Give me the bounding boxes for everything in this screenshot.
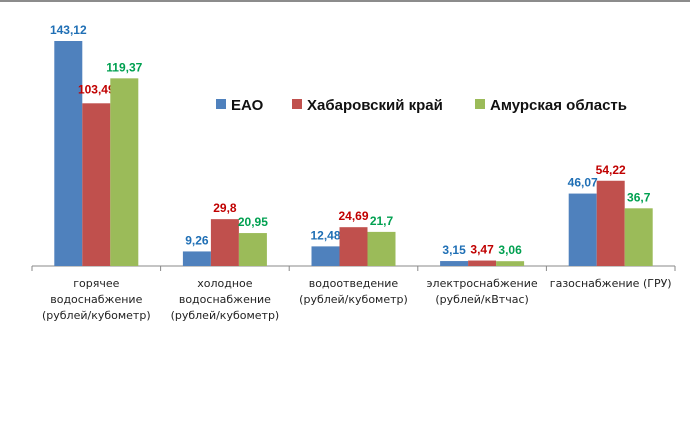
- data-label: 20,95: [238, 215, 268, 229]
- data-label: 46,07: [568, 176, 598, 190]
- category-label: (рублей/кубометр): [299, 293, 408, 306]
- data-label: 9,26: [185, 233, 209, 247]
- bar-1: [568, 193, 597, 266]
- category-label: (рублей/кубометр): [171, 309, 280, 322]
- bar-3: [110, 78, 139, 266]
- legend-label: Амурская область: [490, 97, 627, 114]
- bar-2: [210, 219, 239, 266]
- data-label: 36,7: [627, 190, 651, 204]
- category-label: газоснабжение (ГРУ): [550, 277, 672, 290]
- legend-swatch: [216, 99, 226, 109]
- category-label: горячее: [73, 277, 119, 290]
- bar-3: [367, 231, 396, 266]
- bar-2: [339, 227, 368, 266]
- top-border: [0, 0, 690, 2]
- category-label: (рублей/кВтчас): [435, 293, 528, 306]
- category-label: (рублей/кубометр): [42, 309, 151, 322]
- data-label: 3,15: [442, 243, 466, 257]
- legend-label: ЕАО: [231, 97, 264, 114]
- bar-3: [238, 233, 267, 266]
- data-label: 54,22: [596, 163, 626, 177]
- data-label: 21,7: [370, 214, 394, 228]
- bar-1: [54, 41, 83, 266]
- data-label: 103,49: [78, 82, 115, 96]
- data-label: 12,48: [310, 228, 340, 242]
- data-label: 119,37: [106, 60, 142, 74]
- category-label: водоснабжение: [50, 293, 142, 306]
- category-label: холодное: [197, 277, 253, 290]
- data-label: 24,69: [338, 209, 368, 223]
- data-label: 143,12: [50, 23, 87, 37]
- bar-1: [440, 261, 469, 266]
- bar-2: [468, 260, 497, 266]
- data-label: 3,06: [498, 243, 522, 257]
- bar-1: [311, 246, 340, 266]
- data-label: 29,8: [213, 201, 237, 215]
- bar-3: [624, 208, 653, 266]
- bar-2: [596, 180, 625, 266]
- legend-swatch: [292, 99, 302, 109]
- category-label: электроснабжение: [427, 277, 538, 290]
- legend-swatch: [475, 99, 485, 109]
- data-label: 3,47: [470, 243, 494, 257]
- bar-3: [496, 261, 525, 266]
- category-label: водоотведение: [309, 277, 399, 290]
- legend-label: Хабаровский край: [307, 97, 443, 114]
- category-label: водоснабжение: [179, 293, 271, 306]
- bar-1: [182, 251, 211, 266]
- bar-2: [82, 103, 111, 266]
